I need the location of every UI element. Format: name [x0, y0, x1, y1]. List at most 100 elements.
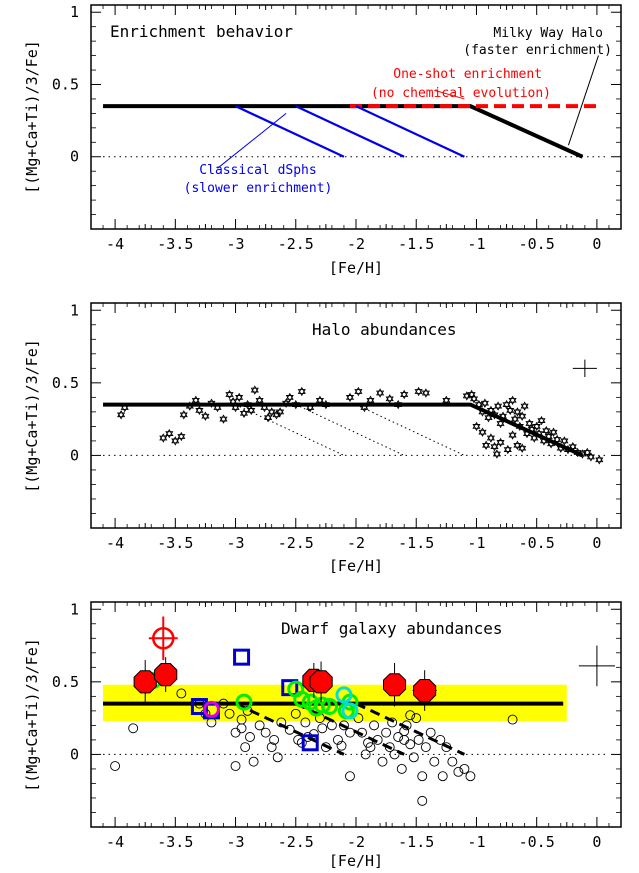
star-triangle-down [515, 424, 524, 432]
star-triangle-down [394, 402, 403, 410]
star-triangle-down [547, 441, 556, 449]
dwarf-open-circle [396, 763, 407, 774]
x-tick-label: -2.5 [278, 235, 314, 253]
x-tick-label: -2 [347, 534, 365, 552]
star-triangle-down [165, 431, 174, 439]
star-triangle-up [532, 421, 541, 429]
dwarf-open-circle [405, 710, 416, 721]
y-axis-label: [(Mg+Ca+Ti)/3/Fe] [23, 339, 41, 493]
star-triangle-down [490, 412, 499, 420]
halo-star-marker [502, 399, 511, 410]
star-triangle-down [486, 435, 495, 443]
star-triangle-up [171, 436, 180, 444]
star-triangle-up [179, 410, 188, 418]
star-triangle-down [442, 397, 451, 406]
dwarf-open-circle [317, 723, 328, 734]
halo-star-marker [276, 407, 285, 417]
halo-star-marker [544, 431, 553, 442]
dwarf-open-circle [254, 720, 265, 731]
star-triangle-up [484, 413, 493, 421]
star-triangle-up [513, 440, 522, 448]
dwarf-open-circle [230, 727, 241, 738]
dwarf-open-circle [240, 742, 251, 753]
x-tick-label: -0.5 [519, 534, 555, 552]
dwarf-blue-square [233, 648, 251, 666]
star-triangle-up [515, 421, 524, 429]
star-triangle-up [586, 452, 595, 460]
star-triangle-down [177, 434, 186, 442]
dwarf-cyan-circle [341, 702, 359, 720]
star-triangle-up [201, 411, 210, 419]
dwarf-open-circle [332, 734, 343, 745]
dwarf-open-circle [365, 742, 376, 753]
star-triangle-up [496, 418, 505, 426]
halo-star-marker [520, 401, 529, 411]
star-triangle-up [306, 402, 315, 410]
star-triangle-up [462, 391, 471, 399]
halo-star-marker [482, 440, 491, 450]
star-triangle-up [556, 443, 565, 451]
star-triangle-down [159, 435, 168, 443]
star-triangle-down [474, 402, 483, 410]
star-triangle-up [518, 443, 527, 451]
halo-star-marker [260, 402, 269, 413]
star-triangle-down [225, 392, 234, 400]
star-triangle-down [532, 424, 541, 432]
star-triangle-up [486, 433, 495, 441]
star-triangle-down [120, 405, 129, 413]
dwarf-open-circle [110, 761, 121, 771]
star-triangle-up [535, 428, 544, 436]
halo-star-marker [360, 402, 369, 413]
dsph-model-dotted-line [235, 404, 345, 456]
x-tick-label: 0 [592, 235, 601, 253]
dwarf-open-circle [437, 771, 448, 782]
dsph-model-line [355, 105, 465, 158]
star-triangle-up [385, 394, 394, 402]
star-triangle-down [414, 389, 423, 397]
star-triangle-down [117, 412, 126, 420]
star-triangle-up [549, 427, 558, 435]
star-triangle-down [486, 408, 495, 416]
x-tick-label: -3 [227, 534, 245, 552]
star-triangle-up [470, 394, 479, 402]
star-triangle-down [503, 447, 512, 455]
dwarf-red-octagon [309, 670, 333, 694]
star-triangle-up [414, 386, 423, 394]
star-triangle-down [492, 451, 501, 459]
dsph-leader-line [217, 112, 287, 169]
star-triangle-up [165, 428, 174, 436]
star-triangle-down [482, 442, 491, 450]
y-axis-label: [(Mg+Ca+Ti)/3/Fe] [23, 638, 41, 792]
x-tick-label: -3 [227, 235, 245, 253]
halo-star-marker [496, 437, 505, 448]
halo-star-marker [366, 395, 375, 406]
star-triangle-down [583, 450, 592, 458]
y-tick-label: 0.5 [52, 673, 79, 691]
star-triangle-down [472, 424, 481, 432]
dwarf-open-circle [245, 732, 255, 742]
dwarf-open-circle [272, 752, 283, 763]
star-triangle-up [525, 418, 534, 426]
star-triangle-down [235, 395, 244, 403]
star-triangle-down [191, 397, 200, 405]
star-triangle-down [171, 438, 180, 446]
panel-title: Dwarf galaxy abundances [281, 619, 503, 638]
star-triangle-up [247, 405, 256, 413]
dwarf-open-circle [224, 708, 235, 719]
dwarf-open-circle [435, 734, 446, 745]
halo-star-marker [213, 402, 222, 413]
star-triangle-up [213, 402, 222, 410]
star-triangle-up [376, 388, 385, 396]
star-triangle-down [321, 402, 330, 410]
dwarf-green-circle [313, 696, 331, 714]
dwarf-open-circle [326, 720, 337, 731]
y-tick-label: 0.5 [52, 374, 79, 392]
halo-star-marker [177, 431, 186, 442]
star-triangle-down [518, 413, 527, 421]
star-triangle-down [376, 390, 385, 398]
halo-star-marker [595, 455, 604, 465]
star-triangle-down [518, 445, 527, 453]
dsph-model-dotted-line [355, 404, 465, 456]
star-triangle-down [213, 405, 222, 413]
halo-star-marker [321, 399, 330, 410]
